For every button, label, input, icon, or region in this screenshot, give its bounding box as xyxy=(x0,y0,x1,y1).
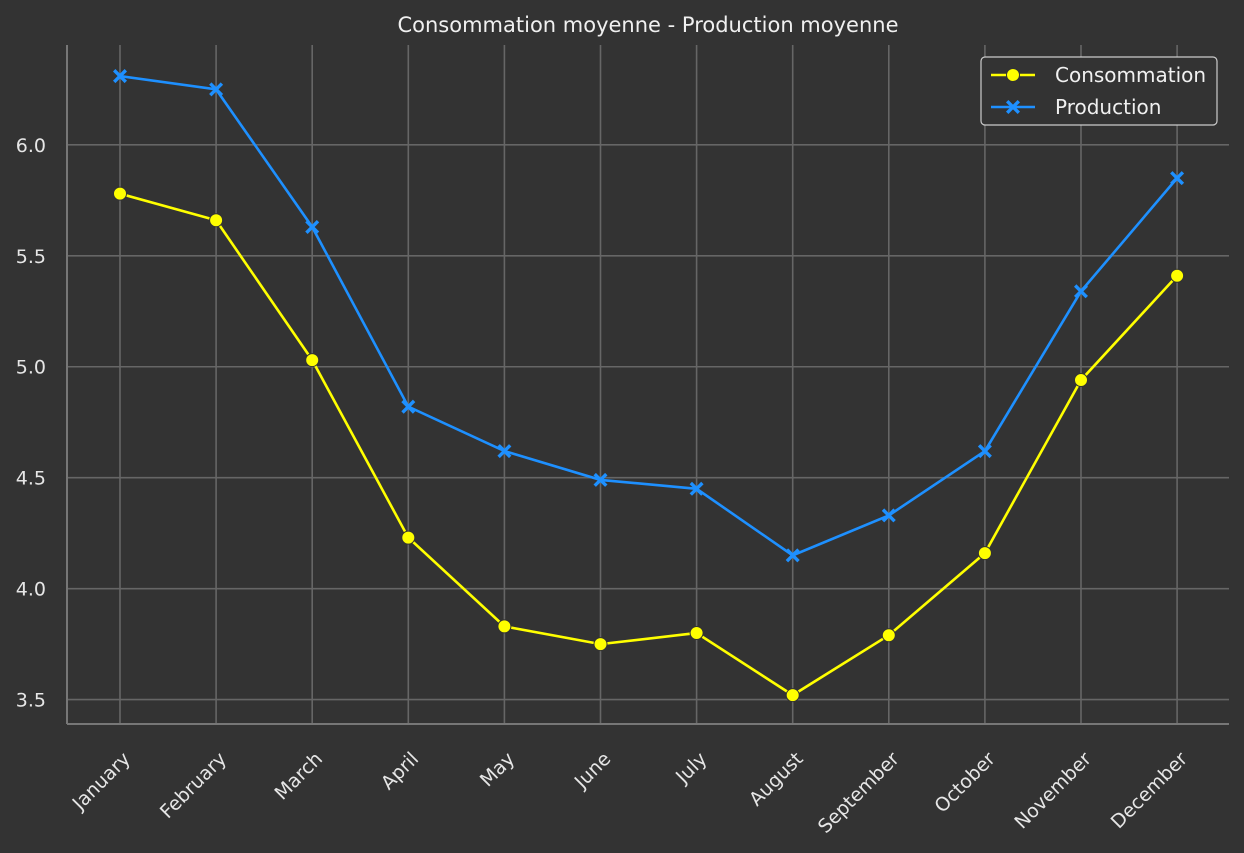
series-line xyxy=(119,74,1179,557)
series-consommation xyxy=(113,186,1185,703)
data-point xyxy=(209,213,224,228)
legend: Consommation Production xyxy=(980,56,1218,126)
data-point xyxy=(881,508,896,523)
y-tick-labels: 3.5 4.0 4.5 5.0 5.5 6.0 xyxy=(16,135,46,712)
legend-label: Consommation xyxy=(1055,63,1206,87)
grid xyxy=(67,45,1229,724)
y-tick-label: 3.5 xyxy=(16,690,46,712)
data-point xyxy=(209,82,224,97)
y-tick-label: 5.5 xyxy=(16,246,46,268)
y-tick-label: 5.0 xyxy=(16,357,46,379)
data-point xyxy=(593,637,608,652)
data-point xyxy=(881,628,896,643)
data-point xyxy=(1170,171,1185,186)
legend-item: Consommation xyxy=(991,63,1206,87)
data-point xyxy=(977,546,992,561)
data-point xyxy=(305,353,320,368)
y-tick-label: 4.0 xyxy=(16,579,46,601)
data-point xyxy=(977,444,992,459)
x-tick-label: November xyxy=(1010,748,1096,834)
legend-marker xyxy=(1005,99,1021,115)
data-point xyxy=(1074,373,1088,388)
data-point xyxy=(497,619,512,634)
data-point xyxy=(113,186,127,201)
series-production xyxy=(112,69,1185,563)
data-point xyxy=(1170,268,1185,283)
x-tick-label: September xyxy=(814,748,904,838)
axes xyxy=(66,45,1229,725)
y-tick-label: 6.0 xyxy=(16,135,46,157)
series-line xyxy=(119,192,1179,697)
data-point xyxy=(401,399,416,414)
x-tick-label: June xyxy=(570,748,616,794)
x-tick-label: February xyxy=(156,748,231,823)
legend-marker xyxy=(1006,68,1020,82)
x-tick-labels: January February March April May June July Augu… xyxy=(68,748,1192,838)
data-point xyxy=(401,530,416,545)
legend-box xyxy=(980,56,1218,126)
data-point xyxy=(689,626,704,641)
legend-item: Production xyxy=(991,95,1161,119)
data-point xyxy=(593,472,608,487)
y-tick-label: 4.5 xyxy=(16,468,46,490)
series xyxy=(112,69,1185,703)
x-tick-label: July xyxy=(671,748,711,788)
data-point xyxy=(497,444,512,459)
data-point xyxy=(1073,284,1089,299)
x-tick-label: October xyxy=(930,748,999,817)
data-point xyxy=(112,69,128,84)
data-point xyxy=(305,219,320,234)
x-tick-label: December xyxy=(1107,748,1192,833)
x-tick-label: January xyxy=(68,748,135,815)
x-tick-label: May xyxy=(476,748,519,791)
x-tick-label: August xyxy=(745,748,808,811)
legend-label: Production xyxy=(1055,95,1161,119)
data-point xyxy=(785,548,800,563)
x-tick-label: March xyxy=(271,748,328,805)
data-point xyxy=(689,481,704,496)
chart-title: Consommation moyenne - Production moyenn… xyxy=(397,13,898,37)
x-tick-label: April xyxy=(377,748,423,794)
data-point xyxy=(785,688,800,703)
